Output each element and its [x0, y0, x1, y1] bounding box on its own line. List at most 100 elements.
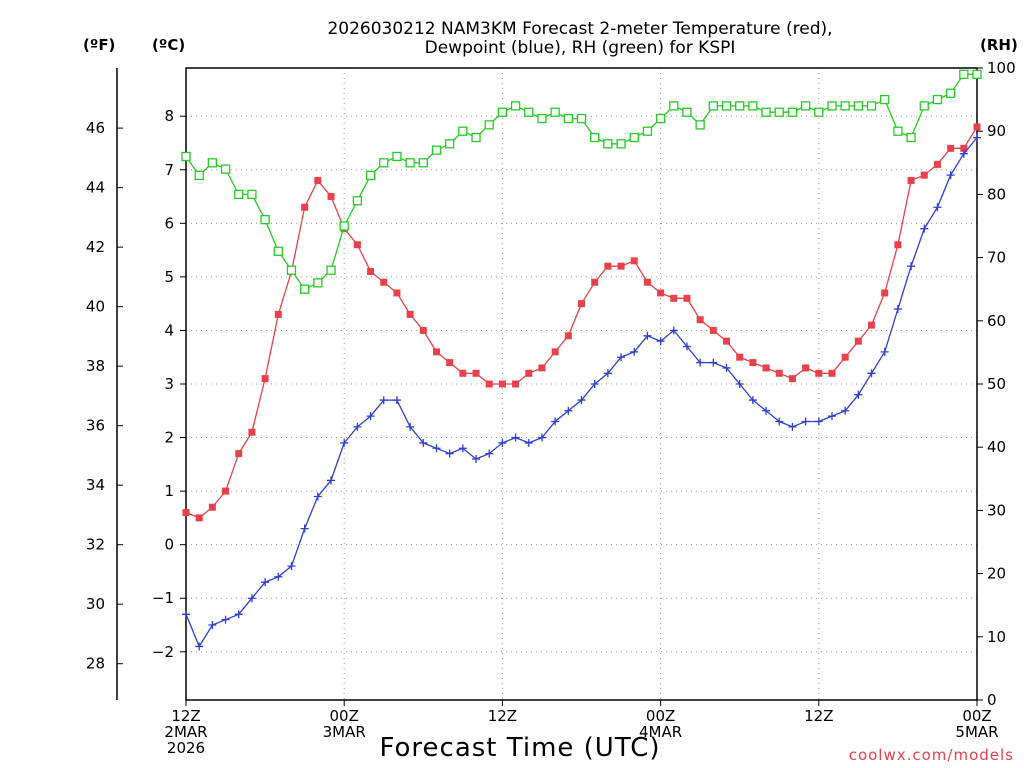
- chart-title-line-1: 2026030212 NAM3KM Forecast 2-meter Tempe…: [327, 19, 833, 39]
- temperature-point: [947, 144, 955, 152]
- temperature-point: [788, 375, 796, 383]
- celsius-tick-label: 5: [164, 268, 174, 286]
- dewpoint-point: [564, 406, 573, 415]
- x-tick-label: 12Z: [171, 707, 200, 725]
- fahrenheit-axis-label: (ºF): [83, 36, 116, 54]
- temperature-point: [578, 300, 585, 308]
- rh-point: [853, 101, 863, 111]
- celsius-tick-label: 6: [164, 214, 174, 232]
- celsius-tick-label: 4: [164, 321, 174, 339]
- dewpoint-point: [630, 347, 639, 356]
- dewpoint-point: [920, 224, 929, 233]
- temperature-point: [868, 321, 876, 329]
- dewpoint-point: [933, 203, 942, 212]
- dewpoint-point: [419, 438, 428, 447]
- celsius-axis-label: (ºC): [152, 36, 186, 54]
- fahrenheit-tick-label: 34: [86, 476, 105, 494]
- fahrenheit-tick-label: 46: [86, 119, 105, 137]
- dewpoint-point: [432, 444, 441, 453]
- fahrenheit-tick-label: 40: [86, 298, 105, 316]
- rh-tick-label: 100: [987, 59, 1016, 77]
- rh-point: [299, 284, 310, 294]
- temperature-point: [775, 369, 783, 377]
- dewpoint-point: [366, 412, 375, 421]
- rh-tick-label: 50: [987, 375, 1006, 393]
- celsius-tick-label: 8: [164, 107, 174, 125]
- dewpoint-point: [946, 171, 955, 180]
- rh-point: [590, 132, 600, 143]
- rh-point: [445, 139, 455, 149]
- rh-tick-label: 80: [987, 185, 1006, 203]
- rh-point: [220, 164, 231, 174]
- celsius-tick-label: −2: [152, 643, 174, 661]
- rh-point: [774, 107, 784, 117]
- x-tick-label: 00Z: [330, 707, 359, 725]
- temperature-point: [525, 369, 533, 377]
- temperature-point: [222, 487, 230, 495]
- dewpoint-point: [762, 406, 771, 415]
- temperature-point: [432, 348, 440, 356]
- dewpoint-point: [300, 524, 309, 533]
- dewpoint-point: [406, 422, 415, 431]
- celsius-tick-label: −1: [152, 589, 174, 607]
- rh-point: [537, 113, 547, 124]
- rh-point: [326, 265, 336, 275]
- rh-point: [721, 101, 732, 111]
- temperature-point: [591, 278, 599, 286]
- rh-point: [682, 107, 692, 117]
- dewpoint-point: [696, 358, 705, 367]
- x-tick-label: 00Z: [646, 707, 675, 725]
- temperature-point: [907, 176, 915, 184]
- celsius-tick-label: 7: [164, 161, 174, 179]
- dewpoint-point: [709, 358, 718, 367]
- temperature-point: [828, 369, 836, 377]
- temperature-point: [762, 364, 770, 372]
- dewpoint-point: [498, 438, 507, 447]
- dewpoint-point: [814, 417, 823, 426]
- temperature-line: [185, 126, 978, 519]
- rh-point: [669, 101, 679, 111]
- dewpoint-point: [340, 438, 349, 447]
- rh-point: [484, 120, 494, 130]
- rh-point: [181, 151, 191, 162]
- dewpoint-point: [234, 610, 243, 619]
- rh-point: [866, 101, 877, 111]
- temperature-point: [960, 144, 968, 152]
- fahrenheit-tick-label: 30: [86, 595, 105, 613]
- celsius-tick-label: 0: [164, 536, 174, 554]
- temperature-point: [380, 278, 388, 286]
- rh-point: [629, 132, 639, 143]
- rh-point: [260, 215, 270, 225]
- dewpoint-point: [735, 380, 744, 388]
- dewpoint-point: [313, 492, 322, 501]
- dewpoint-point: [458, 444, 467, 453]
- temperature-point: [195, 514, 203, 522]
- dewpoint-point: [551, 417, 560, 426]
- x-tick-label: 4MAR: [639, 723, 682, 741]
- rh-axis-label: (RH): [980, 36, 1018, 54]
- rh-point: [313, 278, 323, 288]
- rh-point: [800, 101, 811, 111]
- dewpoint-point: [208, 621, 217, 630]
- rh-point: [576, 113, 587, 124]
- rh-point: [906, 132, 916, 143]
- dewpoint-point: [247, 594, 256, 603]
- temperature-point: [630, 257, 638, 265]
- rh-point: [919, 101, 929, 111]
- temperature-point: [314, 176, 322, 184]
- fahrenheit-tick-label: 28: [86, 655, 105, 673]
- rh-point: [339, 221, 349, 231]
- dewpoint-point: [722, 363, 731, 372]
- rh-point: [972, 69, 982, 79]
- rh-point: [932, 94, 943, 105]
- rh-point: [708, 101, 718, 111]
- temperature-point: [459, 369, 467, 377]
- rh-tick-label: 90: [987, 122, 1006, 140]
- temperature-point: [894, 241, 902, 249]
- temperature-point: [736, 353, 744, 361]
- dewpoint-point: [182, 610, 190, 619]
- dewpoint-point: [801, 417, 810, 426]
- x-tick-label: 3MAR: [323, 723, 366, 741]
- dewpoint-point: [788, 422, 797, 431]
